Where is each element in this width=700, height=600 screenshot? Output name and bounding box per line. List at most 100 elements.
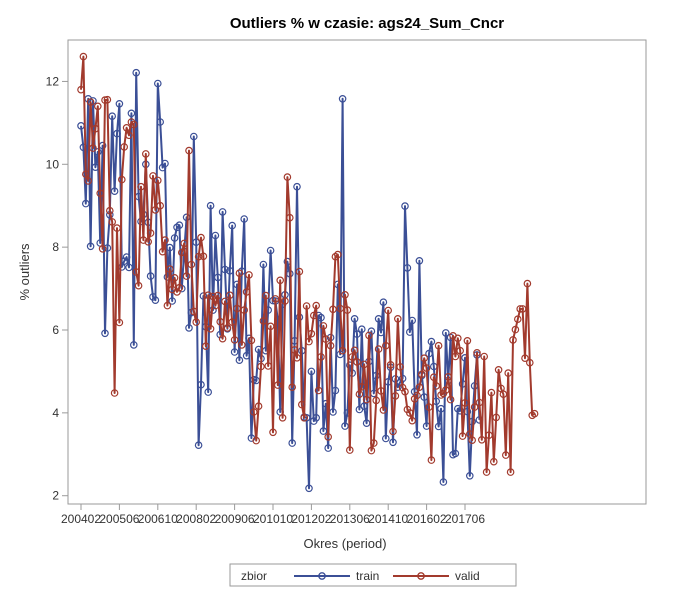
y-tick-label: 6 xyxy=(52,323,59,337)
data-point xyxy=(453,334,462,343)
data-point xyxy=(437,404,445,413)
data-point xyxy=(305,484,313,493)
data-point xyxy=(187,260,196,269)
data-point xyxy=(444,372,453,381)
data-point xyxy=(98,245,107,253)
data-point xyxy=(355,390,364,399)
data-point xyxy=(86,242,95,251)
data-point xyxy=(415,383,424,392)
data-point xyxy=(293,182,301,191)
data-point xyxy=(403,264,412,272)
data-point xyxy=(408,416,417,425)
data-point xyxy=(324,433,333,441)
data-point xyxy=(456,346,465,355)
data-point xyxy=(415,256,424,265)
data-point xyxy=(360,402,369,411)
data-point xyxy=(441,386,450,394)
data-point xyxy=(451,352,460,361)
data-point xyxy=(161,236,169,244)
y-tick-label: 8 xyxy=(52,240,59,254)
data-point xyxy=(369,439,378,447)
data-point xyxy=(240,306,249,314)
data-point xyxy=(192,318,201,326)
chart-title: Outliers % w czasie: ags24_Sum_Cncr xyxy=(230,15,504,32)
data-point xyxy=(166,265,174,273)
data-point xyxy=(525,358,534,367)
data-point xyxy=(463,336,472,345)
data-point xyxy=(305,337,313,346)
x-tick-label: 200506 xyxy=(99,512,139,526)
data-point xyxy=(206,324,215,333)
data-point xyxy=(173,223,181,232)
data-point xyxy=(115,100,124,108)
data-point xyxy=(151,296,160,305)
data-point xyxy=(489,457,498,466)
data-point xyxy=(326,341,335,350)
data-point xyxy=(319,322,328,330)
data-point xyxy=(228,318,237,326)
data-point xyxy=(230,336,239,344)
data-point xyxy=(211,301,220,310)
data-point xyxy=(158,163,167,172)
data-point xyxy=(127,109,136,118)
data-point xyxy=(120,143,129,151)
data-point xyxy=(154,176,162,185)
data-point xyxy=(523,279,532,288)
data-point xyxy=(458,432,467,440)
data-point xyxy=(86,98,95,106)
data-point xyxy=(108,218,117,226)
data-point xyxy=(521,354,529,363)
data-point xyxy=(485,431,493,440)
data-point xyxy=(501,451,510,459)
legend-valid-marker xyxy=(417,572,425,580)
x-axis-label: Okres (period) xyxy=(303,536,386,551)
data-point xyxy=(240,215,249,223)
data-point xyxy=(269,428,277,437)
x-tick-label: 201410 xyxy=(368,512,408,526)
data-point xyxy=(235,356,244,365)
data-point xyxy=(297,400,306,409)
data-point xyxy=(434,422,443,431)
data-point xyxy=(233,304,241,313)
data-point xyxy=(118,175,126,184)
data-point xyxy=(312,413,321,422)
data-point xyxy=(333,250,342,259)
data-point xyxy=(516,305,525,313)
data-point xyxy=(96,189,105,198)
data-point xyxy=(439,478,448,486)
data-point xyxy=(487,388,496,397)
data-point xyxy=(242,288,251,296)
series-markers-valid xyxy=(77,52,539,476)
data-point xyxy=(194,441,203,450)
data-point xyxy=(278,413,287,422)
data-point xyxy=(226,266,234,275)
data-point xyxy=(345,446,354,454)
data-point xyxy=(293,353,301,362)
data-point xyxy=(132,268,141,276)
data-point xyxy=(381,434,390,443)
data-point xyxy=(379,406,388,414)
data-point xyxy=(281,297,289,305)
data-point xyxy=(245,271,253,279)
data-point xyxy=(425,349,433,358)
data-point xyxy=(103,95,112,104)
data-point xyxy=(89,144,97,152)
data-point xyxy=(197,233,205,242)
legend-frame xyxy=(229,563,517,587)
data-point xyxy=(166,243,174,252)
data-point xyxy=(413,430,421,439)
x-axis: 2004022005062006102008022009062010102012… xyxy=(61,504,485,526)
data-point xyxy=(456,406,465,415)
legend-train-label: train xyxy=(356,569,379,583)
legend-title: zbior xyxy=(241,569,267,583)
data-point xyxy=(259,317,268,325)
data-point xyxy=(257,362,265,371)
data-point xyxy=(115,318,124,327)
data-point xyxy=(329,305,337,314)
data-point xyxy=(238,341,246,349)
data-point xyxy=(314,386,323,395)
x-tick-label: 201706 xyxy=(445,512,485,526)
data-point xyxy=(492,413,501,422)
data-point xyxy=(389,438,397,447)
data-point xyxy=(413,391,421,400)
